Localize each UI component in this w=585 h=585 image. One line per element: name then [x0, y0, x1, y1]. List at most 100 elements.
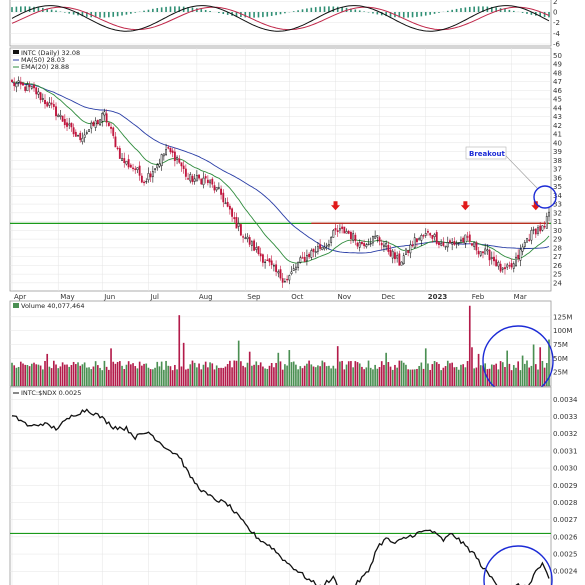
candle-body — [372, 236, 374, 244]
candle-body — [519, 249, 522, 261]
candle-body — [85, 132, 88, 134]
date-tick-label: May — [60, 293, 74, 301]
volume-bar — [61, 362, 64, 386]
resistance-arrow — [531, 201, 541, 211]
candle-body — [24, 86, 27, 91]
candle-body — [416, 238, 418, 243]
volume-bar — [534, 364, 537, 386]
volume-bar — [345, 364, 348, 386]
volume-tick-label: 25M — [553, 369, 568, 377]
candle-body — [165, 149, 167, 155]
volume-bar — [33, 362, 35, 386]
volume-bar — [138, 361, 141, 386]
volume-tick-label: 100M — [553, 327, 572, 335]
price-tick-label: 28 — [553, 244, 562, 252]
price-tick-label: 30 — [553, 227, 562, 235]
price-tick-label: 27 — [553, 253, 562, 261]
candle-body — [444, 245, 447, 248]
candle-body — [405, 248, 407, 255]
candle-body — [288, 275, 291, 281]
candle-body — [74, 131, 77, 137]
candle-body — [90, 122, 93, 129]
candle-body — [261, 254, 264, 263]
candle-body — [383, 244, 385, 247]
macd-histogram-bar — [156, 8, 159, 12]
candle-body — [321, 246, 324, 251]
candle-body — [486, 249, 489, 252]
candle-body — [460, 239, 462, 242]
candle-body — [209, 180, 212, 184]
macd-histogram-bar — [160, 7, 163, 12]
candle-body — [145, 180, 148, 183]
candle-body — [446, 242, 449, 248]
candle-body — [28, 84, 31, 88]
candle-body — [129, 164, 132, 168]
candle-body — [297, 261, 300, 268]
candle-body — [233, 217, 236, 220]
candle-body — [534, 228, 537, 235]
volume-tick-label: 125M — [553, 313, 572, 321]
macd-histogram-bar — [297, 10, 299, 12]
volume-bar — [435, 362, 438, 386]
volume-bar — [301, 368, 304, 386]
volume-bar — [528, 367, 531, 386]
volume-bar — [152, 369, 154, 386]
volume-bar — [48, 366, 51, 386]
candle-body — [349, 231, 352, 240]
candle-body — [81, 137, 84, 143]
macd-histogram-bar — [460, 8, 462, 12]
candle-body — [125, 161, 128, 165]
volume-bar — [530, 365, 533, 386]
volume-bar — [515, 367, 517, 386]
volume-bar — [182, 342, 185, 386]
volume-bar — [323, 362, 326, 386]
volume-bar — [103, 360, 106, 386]
macd-histogram-bar — [72, 12, 75, 15]
volume-bar — [171, 370, 174, 386]
volume-bar — [119, 361, 121, 386]
candle-body — [358, 242, 361, 248]
candle-body — [147, 173, 150, 181]
volume-bar — [286, 365, 288, 386]
volume-bar — [356, 362, 359, 386]
candle-body — [515, 256, 517, 266]
price-tick-label: 41 — [553, 131, 562, 139]
volume-bar — [449, 363, 451, 386]
volume-bar — [110, 348, 112, 386]
candle-body — [530, 230, 533, 241]
volume-bar — [169, 366, 172, 386]
volume-bar — [275, 362, 277, 386]
volume-bar — [466, 361, 469, 386]
macd-histogram-bar — [226, 12, 229, 15]
volume-bar — [455, 366, 458, 386]
macd-tick-label: -6 — [553, 41, 561, 49]
breakout-label: Breakout — [469, 150, 506, 158]
candle-body — [543, 226, 546, 228]
volume-bar — [231, 367, 233, 386]
volume-bar — [479, 365, 482, 386]
macd-histogram-bar — [99, 12, 101, 18]
candle-body — [215, 187, 218, 191]
candle-body — [385, 242, 388, 248]
macd-histogram-bar — [350, 8, 352, 12]
volume-bar — [24, 364, 27, 386]
volume-bar — [130, 364, 132, 386]
candle-body — [400, 261, 403, 266]
candle-body — [517, 254, 520, 259]
volume-bar — [328, 365, 330, 386]
candle-body — [61, 115, 64, 122]
volume-bar — [70, 365, 73, 386]
price-tick-label: 39 — [553, 148, 562, 156]
ratio-tick-label: 0.0024 — [553, 568, 578, 576]
candle-body — [495, 259, 498, 267]
price-tick-label: 45 — [553, 96, 562, 104]
macd-histogram-bar — [165, 6, 167, 12]
candle-body — [57, 114, 60, 118]
candle-body — [471, 243, 473, 246]
candle-body — [482, 251, 484, 254]
candle-body — [402, 255, 405, 265]
volume-bar — [532, 344, 535, 386]
candle-body — [268, 258, 271, 263]
volume-bar — [545, 362, 548, 386]
candle-body — [506, 264, 509, 268]
